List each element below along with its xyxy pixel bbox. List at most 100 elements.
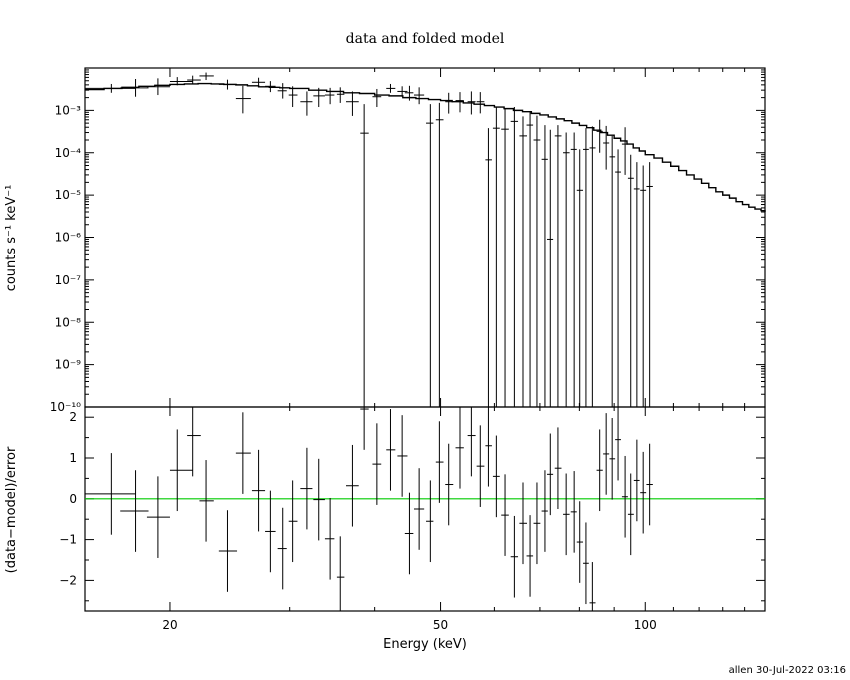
data-point [426, 104, 434, 407]
x-axis-label: Energy (keV) [383, 637, 467, 652]
data-point [324, 87, 335, 105]
data-point [583, 128, 589, 407]
data-point [646, 162, 653, 407]
top-ticks [85, 68, 766, 408]
residual-point [510, 515, 519, 598]
residual-point [445, 443, 454, 526]
x-tick-label: 20 [162, 618, 177, 632]
residual-point [397, 415, 408, 497]
residual-point [85, 453, 136, 535]
data-point [589, 126, 596, 407]
bottom-panel: −2 −1 0 1 2 20 50 100 (data−model)/error Energ… [4, 406, 766, 652]
residual-point [265, 490, 276, 573]
data-point [476, 92, 485, 114]
footer-timestamp: 30-Jul-2022 03:16 [756, 665, 846, 676]
y-tick-label: −1 [59, 533, 77, 547]
x-tick-labels: 20 50 100 [162, 618, 656, 632]
residual-point [541, 470, 548, 552]
data-point [336, 87, 345, 103]
y-tick-label: −2 [59, 573, 77, 587]
y-tick-label: 10⁻¹⁰ [50, 400, 81, 414]
model-curve [85, 82, 766, 212]
data-point [345, 91, 359, 116]
data-point [288, 86, 298, 108]
data-point [146, 78, 170, 96]
y-tick-label: 10⁻⁶ [55, 231, 82, 245]
residual-point [435, 421, 444, 503]
data-point [633, 162, 640, 407]
residual-point [519, 482, 527, 565]
bottom-y-axis-label: (data−model)/error [4, 446, 19, 573]
residual-point [640, 451, 647, 534]
residual-point [251, 449, 266, 532]
data-point [533, 115, 541, 407]
data-point [492, 107, 500, 407]
x-tick-label: 50 [433, 618, 448, 632]
data-point [554, 125, 562, 407]
residual-point [146, 476, 170, 558]
residual-point [526, 515, 534, 597]
y-tick-label: 10⁻³ [55, 103, 82, 117]
residual-point [235, 412, 251, 494]
residual-point [404, 492, 414, 575]
residual-point [589, 562, 596, 611]
data-point [445, 92, 454, 114]
data-point [169, 77, 193, 86]
data-point [120, 79, 149, 97]
data-point [563, 132, 570, 407]
residual-point [288, 480, 298, 563]
data-point [300, 91, 313, 116]
data-point [576, 149, 584, 407]
bottom-ticks [85, 407, 766, 611]
data-point [360, 104, 369, 407]
residual-point [199, 460, 214, 542]
y-tick-label: 2 [69, 410, 77, 424]
x-tick-label: 100 [634, 618, 657, 632]
top-panel: 10⁻¹⁰ 10⁻⁹ 10⁻⁸ 10⁻⁷ 10⁻⁶ 10⁻⁵ 10⁻⁴ 10⁻³ counts… [4, 67, 766, 414]
data-point [199, 72, 214, 81]
residual-point [633, 439, 640, 522]
bottom-y-tick-labels: −2 −1 0 1 2 [59, 410, 77, 587]
residual-points [85, 407, 653, 611]
y-tick-label: 1 [69, 451, 77, 465]
residual-point [615, 407, 621, 481]
data-point [265, 81, 276, 93]
residual-point [372, 423, 382, 505]
data-point [640, 165, 647, 407]
residual-point [596, 429, 603, 512]
residual-point [187, 407, 201, 477]
residual-point [533, 482, 541, 565]
data-point [372, 88, 382, 108]
y-tick-label: 10⁻⁴ [55, 146, 82, 160]
data-point [485, 128, 492, 407]
footer-user: allen [729, 665, 753, 676]
residual-point [414, 468, 425, 550]
residual-point [386, 409, 396, 491]
residual-point [485, 407, 492, 487]
data-point [467, 91, 476, 115]
data-point [251, 77, 266, 88]
bottom-panel-frame [84, 406, 766, 612]
residual-point [277, 507, 287, 590]
residual-point [492, 435, 500, 518]
residual-point [603, 413, 610, 495]
residual-point [627, 473, 634, 556]
residual-point [554, 427, 562, 509]
residual-point [576, 501, 584, 583]
footer-stamp: allen 30-Jul-2022 03:16 [729, 665, 846, 676]
data-point [313, 87, 325, 108]
residual-point [609, 418, 616, 500]
data-point [603, 125, 610, 170]
y-tick-label: 0 [69, 492, 77, 506]
y-tick-label: 10⁻⁷ [55, 273, 82, 287]
y-tick-label: 10⁻⁵ [55, 188, 82, 202]
residual-point [324, 497, 335, 580]
data-point [85, 83, 136, 93]
data-point [404, 85, 414, 101]
data-point [526, 111, 534, 407]
data-point [596, 119, 603, 153]
data-point [277, 83, 287, 99]
residual-point [501, 474, 509, 556]
residual-point [547, 433, 554, 516]
